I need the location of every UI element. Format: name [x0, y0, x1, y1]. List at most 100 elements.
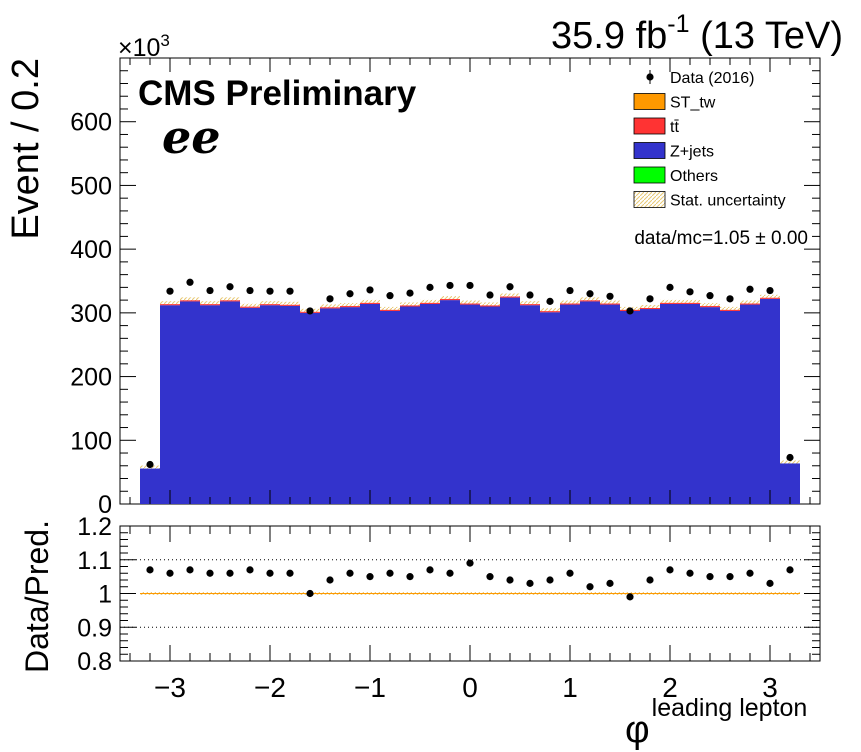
bar-tt-22	[580, 299, 600, 302]
bar-tt-20	[540, 310, 560, 313]
bar-zjets-24	[620, 310, 640, 504]
stat-unc-band-22	[580, 297, 600, 301]
ratio-point-9	[326, 576, 334, 584]
legend-label-3: Z+jets	[670, 144, 714, 161]
ratio-point-11	[366, 573, 374, 581]
bar-zjets-22	[580, 301, 600, 504]
data-mc-ratio-label: data/mc=1.05 ± 0.00	[634, 228, 808, 249]
bar-zjets-10	[340, 307, 360, 504]
xtick-label-3: 0	[462, 672, 478, 703]
stat-unc-band-15	[440, 296, 460, 300]
ratio-point-8	[306, 589, 314, 598]
ratio-point-20	[546, 576, 554, 584]
bar-zjets-13	[400, 306, 420, 504]
stat-unc-band-10	[340, 303, 360, 307]
bar-tt-16	[460, 302, 480, 305]
ratio-ytick-label-3: 1.1	[77, 547, 112, 575]
ratio-point-23	[606, 579, 614, 587]
stat-unc-band-6	[260, 301, 280, 305]
data-point-32	[786, 453, 794, 462]
ratio-point-30	[746, 569, 754, 577]
stat-unc-band-19	[520, 301, 540, 305]
ratio-point-2	[186, 566, 194, 574]
bar-zjets-17	[480, 306, 500, 504]
data-point-24	[626, 307, 634, 315]
ratio-point-5	[246, 566, 254, 574]
data-point-31	[766, 286, 774, 295]
bar-tt-23	[600, 302, 620, 305]
legend-label-1: ST_tw	[670, 95, 716, 112]
bar-tt-11	[360, 302, 380, 304]
ratio-point-17	[486, 573, 494, 581]
bar-zjets-12	[380, 310, 400, 504]
stat-unc-band-7	[280, 301, 300, 305]
data-point-9	[326, 295, 334, 303]
ratio-point-13	[406, 573, 414, 581]
legend-label-0: Data (2016)	[670, 70, 755, 87]
ratio-point-1	[166, 569, 174, 577]
ratio-point-29	[726, 573, 734, 581]
ratio-point-7	[286, 569, 294, 577]
bar-tt-3	[200, 303, 220, 306]
data-point-10	[346, 290, 354, 298]
bar-zjets-30	[740, 304, 760, 504]
bar-tt-29	[720, 309, 740, 311]
bar-zjets-16	[460, 304, 480, 504]
stat-unc-band-4	[220, 297, 240, 301]
bar-zjets-23	[600, 304, 620, 504]
ratio-point-31	[766, 579, 774, 587]
stat-unc-band-9	[320, 304, 340, 308]
bar-tt-6	[260, 303, 280, 306]
bar-zjets-20	[540, 312, 560, 504]
ratio-ytick-label-2: 1	[98, 581, 112, 609]
ratio-point-22	[586, 583, 594, 591]
bar-tt-9	[320, 306, 340, 309]
ratio-point-3	[206, 569, 214, 577]
stat-unc-band-29	[720, 306, 740, 310]
bar-tt-26	[660, 302, 680, 304]
legend-entry-0: Data (2016)	[646, 70, 755, 87]
stat-unc-band-23	[600, 300, 620, 304]
bar-zjets-25	[640, 309, 660, 504]
bar-zjets-15	[440, 300, 460, 504]
data-point-23	[606, 292, 614, 300]
ratio-ytick-label-4: 1.2	[77, 513, 112, 541]
data-point-8	[306, 307, 314, 315]
xtick-label-6: 3	[762, 672, 778, 703]
bar-tt-17	[480, 304, 500, 307]
data-point-20	[546, 297, 554, 305]
bar-tt-27	[680, 302, 700, 304]
ratio-axis-ticks: 0.8 0.9 1 1.1 1.2 −3 −2 −1 0 1 2 3	[77, 513, 820, 703]
data-point-17	[486, 291, 494, 299]
bar-tt-15	[440, 298, 460, 301]
bar-tt-14	[420, 302, 440, 304]
main-plot-area: 0 100 200 300 400 500 600 CMS Preliminary ee D…	[70, 57, 821, 519]
main-ylabel: Event / 0.2	[5, 58, 47, 240]
stat-unc-band-5	[240, 303, 260, 307]
bar-zjets-7	[280, 305, 300, 504]
data-point-27	[686, 288, 694, 296]
bar-tt-30	[740, 302, 760, 305]
data-point-7	[286, 287, 294, 295]
bar-zjets-27	[680, 303, 700, 504]
ratio-gridlines	[120, 559, 820, 628]
legend: Data (2016) ST_tw tt̄ Z+jets Others Stat. unc…	[633, 70, 786, 210]
main-ytick-label-2: 200	[70, 364, 112, 392]
data-point-2	[186, 278, 194, 286]
bar-tt-4	[220, 299, 240, 302]
bar-zjets-14	[420, 303, 440, 504]
stat-unc-band-25	[640, 304, 660, 308]
data-point-18	[506, 283, 514, 291]
stat-unc-band-26	[660, 299, 680, 303]
xtick-label-5: 2	[662, 672, 678, 703]
bar-tt-31	[760, 296, 780, 299]
stat-unc-band-21	[560, 300, 580, 304]
ratio-point-0	[146, 566, 154, 574]
stat-unc-band-1	[160, 301, 180, 305]
ratio-point-32	[786, 566, 794, 574]
ratio-points	[146, 559, 794, 601]
data-point-11	[366, 286, 374, 294]
bar-zjets-28	[700, 307, 720, 504]
bar-zjets-3	[200, 305, 220, 504]
